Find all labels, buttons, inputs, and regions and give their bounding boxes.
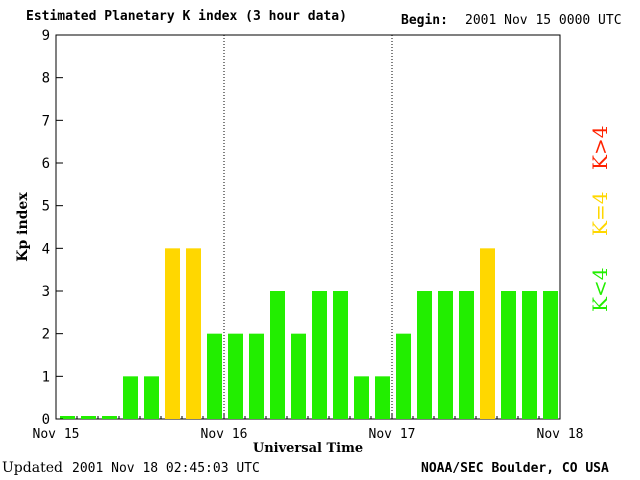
kp-bar (60, 416, 75, 419)
y-tick-label: 9 (42, 28, 50, 44)
kp-bar (459, 291, 474, 419)
kp-bar (249, 333, 264, 419)
kp-bar (354, 376, 369, 419)
kp-bar (270, 291, 285, 419)
x-tick-label: Nov 15 (33, 427, 80, 442)
kp-bar (228, 333, 243, 419)
y-tick-label: 4 (42, 241, 50, 257)
kp-bar (102, 416, 117, 419)
kp-bar (123, 376, 138, 419)
kp-bar (417, 291, 432, 419)
y-tick-label: 2 (42, 327, 50, 343)
kp-bar (438, 291, 453, 419)
kp-bar (81, 416, 96, 419)
kp-bar (375, 376, 390, 419)
y-tick-label: 7 (42, 113, 50, 129)
y-tick-label: 1 (42, 369, 50, 385)
chart-title: Estimated Planetary K index (3 hour data… (26, 9, 347, 24)
legend-high: K>4 (588, 125, 612, 170)
begin-label: Begin: (401, 13, 448, 28)
y-tick-label: 6 (42, 156, 50, 172)
kp-bar (186, 248, 201, 419)
footer-updated-value: 2001 Nov 18 02:45:03 UTC (72, 461, 260, 476)
y-tick-label: 8 (42, 71, 50, 87)
kp-bar (480, 248, 495, 419)
x-tick-label: Nov 16 (201, 427, 248, 442)
kp-bar (501, 291, 516, 419)
legend-low: K<4 (588, 267, 612, 312)
kp-bar (291, 333, 306, 419)
kp-bar (333, 291, 348, 419)
plot-frame (55, 34, 561, 420)
kp-bar (312, 291, 327, 419)
kp-bar (144, 376, 159, 419)
y-tick-label: 5 (42, 199, 50, 215)
y-tick-label: 3 (42, 284, 50, 300)
kp-bar (396, 333, 411, 419)
footer-source: NOAA/SEC Boulder, CO USA (421, 461, 609, 476)
x-axis-label: Universal Time (253, 441, 363, 456)
x-tick-label: Nov 18 (537, 427, 584, 442)
kp-bar (165, 248, 180, 419)
begin-value: 2001 Nov 15 0000 UTC (465, 13, 622, 28)
y-axis-label: Kp index (15, 192, 31, 262)
kp-bar (543, 291, 558, 419)
kp-bar (522, 291, 537, 419)
footer-updated-label: Updated (2, 460, 63, 476)
legend-mid: K=4 (588, 191, 612, 236)
kp-bar (207, 333, 222, 419)
y-tick-label: 0 (42, 412, 50, 428)
x-tick-label: Nov 17 (369, 427, 416, 442)
